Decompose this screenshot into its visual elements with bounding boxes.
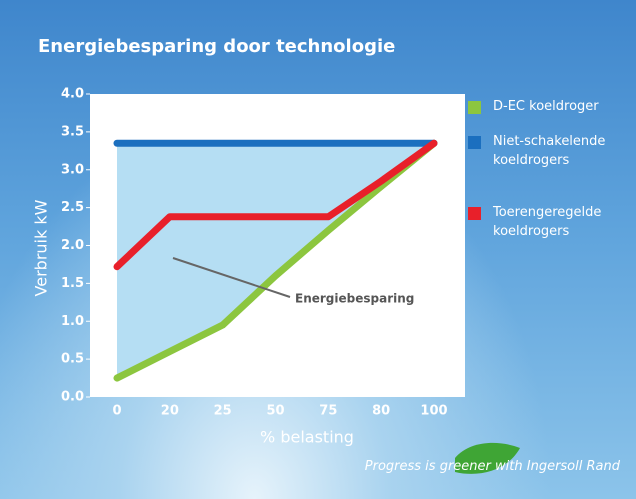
x-tick-label: 0 <box>112 404 121 419</box>
y-tick-label: 1.5 <box>61 276 84 291</box>
x-tick-label: 100 <box>420 404 447 419</box>
y-tick-label: 3.5 <box>61 124 84 139</box>
footer: Progress is greener with Ingersoll Rand <box>365 459 621 474</box>
y-tick-label: 0.5 <box>61 352 84 367</box>
legend-swatch <box>468 136 481 149</box>
series-line <box>113 139 438 271</box>
x-axis-label: % belasting <box>260 428 354 447</box>
y-tick-label: 0.0 <box>61 390 84 405</box>
y-tick-label: 1.0 <box>61 314 84 329</box>
legend-label: Toerengeregelde koeldrogers <box>493 205 602 239</box>
leaf-icon <box>455 442 520 474</box>
x-tick-label: 25 <box>214 404 232 419</box>
series-line <box>113 139 438 382</box>
legend-label: D-EC koeldroger <box>493 99 599 114</box>
x-tick-label: 75 <box>319 404 337 419</box>
legend-swatch <box>468 101 481 114</box>
legend-label: Niet-schakelende koeldrogers <box>493 134 606 168</box>
chart-title: Energiebesparing door technologie <box>38 36 395 57</box>
y-tick-label: 4.0 <box>61 87 84 102</box>
x-tick-label: 50 <box>266 404 284 419</box>
y-tick-label: 2.5 <box>61 200 84 215</box>
annotation-line <box>172 257 291 298</box>
legend-swatch <box>468 207 481 220</box>
x-tick-label: 80 <box>372 404 390 419</box>
y-axis-label: Verbruik kW <box>32 199 51 296</box>
y-tick-label: 2.0 <box>61 238 84 253</box>
annotation: Energiebesparing <box>295 292 414 306</box>
y-tick-label: 3.0 <box>61 162 84 177</box>
x-tick-label: 20 <box>161 404 179 419</box>
